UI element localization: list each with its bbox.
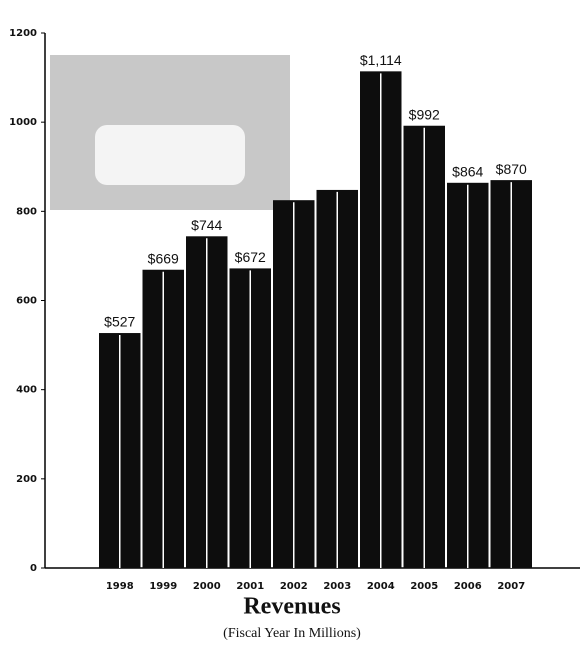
x-tick-label: 2000 bbox=[193, 581, 221, 592]
x-tick-label: 2007 bbox=[497, 581, 525, 592]
value-label: $744 bbox=[191, 217, 222, 233]
value-label: $864 bbox=[452, 164, 483, 180]
photo-vehicle bbox=[95, 125, 245, 185]
x-tick-label: 2001 bbox=[236, 581, 264, 592]
y-tick-label: 200 bbox=[16, 474, 37, 485]
value-label: $870 bbox=[496, 161, 527, 177]
y-tick-label: 400 bbox=[16, 385, 37, 396]
value-label: $1,114 bbox=[360, 52, 402, 68]
x-tick-label: 1999 bbox=[149, 581, 177, 592]
y-tick-label: 800 bbox=[16, 206, 37, 217]
x-tick-label: 2002 bbox=[280, 581, 308, 592]
x-tick-label: 2003 bbox=[323, 581, 351, 592]
x-tick-label: 1998 bbox=[106, 581, 134, 592]
value-label: $669 bbox=[148, 250, 179, 266]
y-tick-label: 1200 bbox=[9, 28, 37, 39]
chart-title: Revenues bbox=[243, 594, 340, 620]
x-tick-label: 2004 bbox=[367, 581, 395, 592]
y-tick-label: 600 bbox=[16, 296, 37, 307]
x-tick-label: 2005 bbox=[410, 581, 438, 592]
value-label: $672 bbox=[235, 249, 266, 265]
value-label: $527 bbox=[104, 314, 135, 330]
x-tick-label: 2006 bbox=[454, 581, 482, 592]
value-label: $992 bbox=[409, 106, 440, 122]
y-tick-label: 1000 bbox=[9, 117, 37, 128]
chart-subtitle: (Fiscal Year In Millions) bbox=[223, 626, 361, 641]
y-tick-label: 0 bbox=[30, 563, 37, 574]
